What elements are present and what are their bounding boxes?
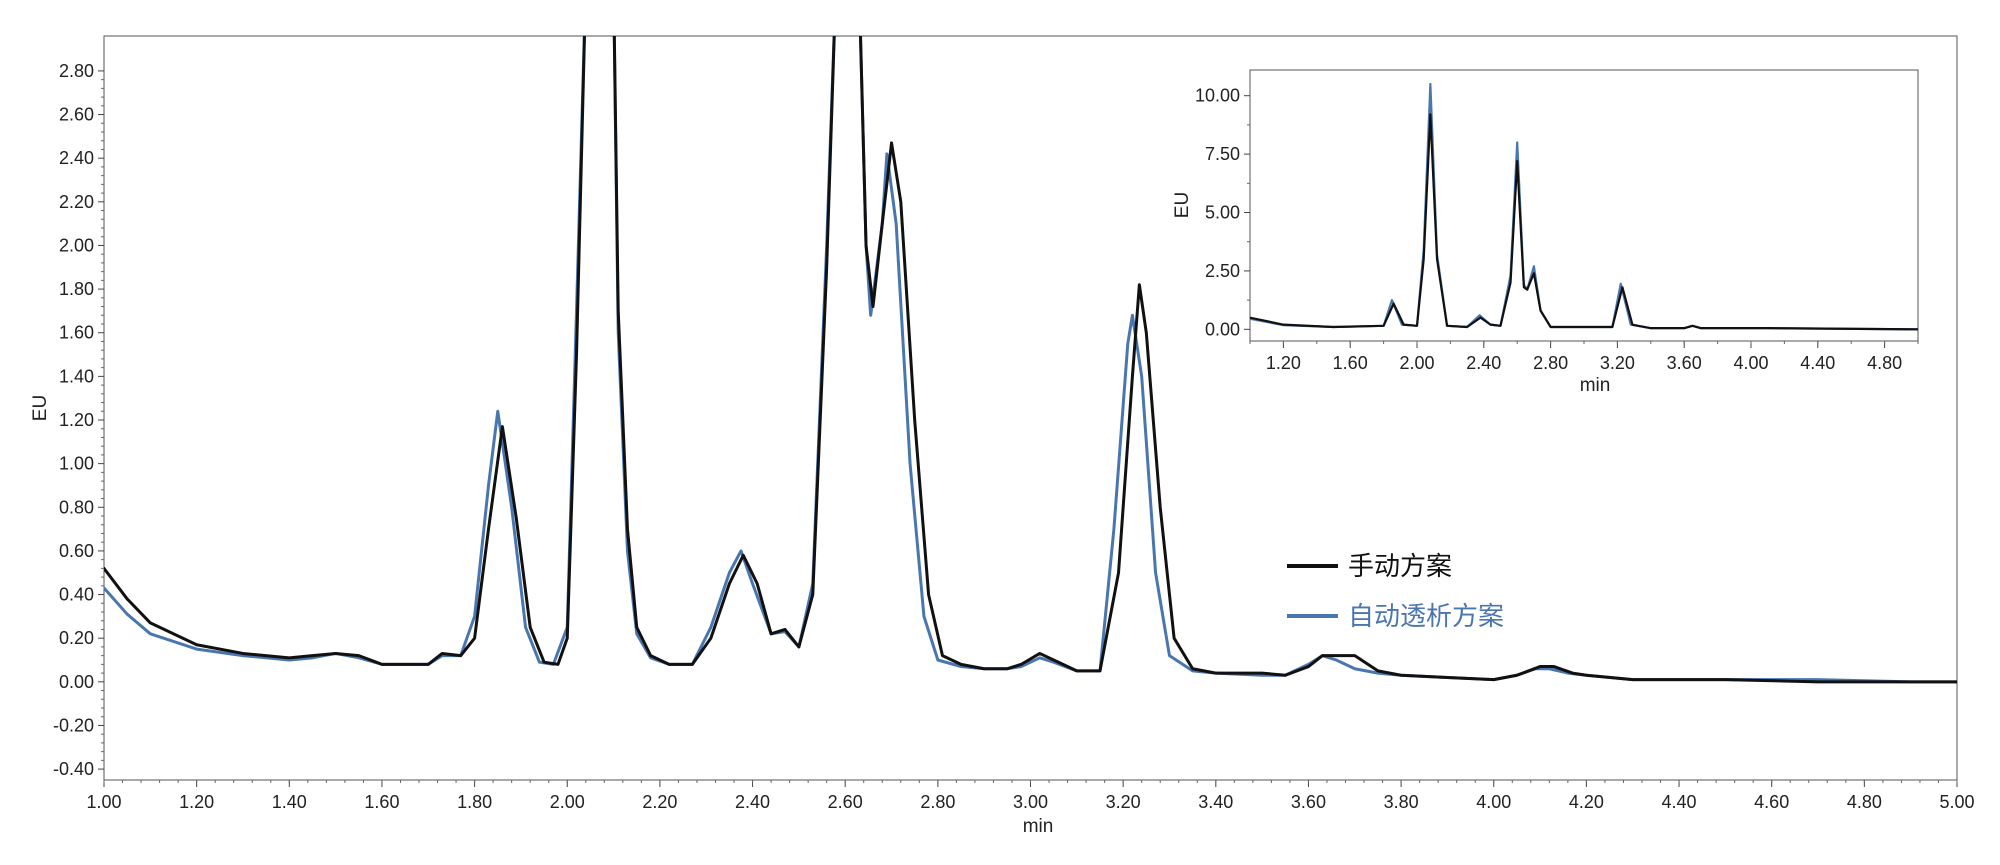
main-y-tick-label: -0.20 [53, 715, 94, 735]
main-series-line-auto [104, 36, 1957, 684]
main-x-tick-label: 4.80 [1847, 792, 1882, 812]
inset-y-axis-title: EU [1172, 192, 1193, 218]
main-x-tick-label: 1.40 [272, 792, 307, 812]
inset-x-tick-label: 3.60 [1667, 353, 1702, 373]
inset-x-tick-label: 2.40 [1466, 353, 1501, 373]
legend: 手动方案 自动透析方案 [1287, 552, 1504, 632]
main-y-tick-label: 1.20 [59, 410, 94, 430]
main-x-tick-label: 1.20 [179, 792, 214, 812]
main-x-tick-label: 2.80 [920, 792, 955, 812]
legend-label-auto: 自动透析方案 [1348, 602, 1504, 632]
main-y-tick-label: 1.00 [59, 454, 94, 474]
main-x-tick-label: 2.40 [735, 792, 770, 812]
main-x-tick-label: 4.60 [1754, 792, 1789, 812]
main-series-line-manual [104, 36, 1957, 684]
main-y-tick-label: 0.20 [59, 628, 94, 648]
main-x-tick-label: 3.80 [1384, 792, 1419, 812]
main-y-tick-label: 2.60 [59, 105, 94, 125]
main-y-tick-label: 2.00 [59, 235, 94, 255]
inset-x-tick-label: 4.00 [1733, 353, 1768, 373]
inset-series-group [1250, 82, 1918, 331]
main-series-group [104, 36, 1957, 684]
main-x-tick-label: 4.20 [1569, 792, 1604, 812]
main-y-axis: -0.40 -0.20 0.00 0.20 0.40 0.60 0.80 1.00 1.20 1.… [53, 61, 104, 779]
inset-x-tick-label: 4.40 [1800, 353, 1835, 373]
main-x-tick-label: 4.40 [1662, 792, 1697, 812]
main-y-tick-label: -0.40 [53, 759, 94, 779]
main-x-tick-label: 3.60 [1291, 792, 1326, 812]
inset-plot-frame [1249, 69, 1919, 342]
inset-y-tick-label: 2.50 [1205, 261, 1240, 281]
main-x-tick-label: 1.60 [364, 792, 399, 812]
main-y-axis-title: EU [30, 395, 51, 421]
inset-x-axis: 1.20 1.60 2.00 2.40 2.80 3.20 3.60 4.00 4.40 4.80 [1249, 341, 1919, 373]
inset-x-tick-label: 3.20 [1600, 353, 1635, 373]
inset-x-tick-label: 1.60 [1333, 353, 1368, 373]
main-x-axis: 1.00 1.20 1.40 1.60 1.80 2.00 2.20 2.40 2.60 2.80… [86, 780, 1975, 812]
main-y-tick-label: 1.80 [59, 279, 94, 299]
main-y-tick-label: 2.40 [59, 148, 94, 168]
inset-y-tick-label: 7.50 [1205, 144, 1240, 164]
inset-x-tick-label: 2.00 [1399, 353, 1434, 373]
main-x-tick-label: 3.40 [1198, 792, 1233, 812]
inset-series-line-manual [1250, 113, 1918, 331]
main-y-tick-label: 1.40 [59, 366, 94, 386]
main-x-tick-label: 4.00 [1476, 792, 1511, 812]
inset-x-tick-label: 4.80 [1867, 353, 1902, 373]
main-x-tick-label: 2.20 [642, 792, 677, 812]
main-plot: -0.40-0.200.000.200.400.600.801.001.201.… [30, 35, 1975, 837]
main-x-tick-label: 2.00 [550, 792, 585, 812]
main-y-tick-label: 0.00 [59, 672, 94, 692]
inset-y-axis: 0.00 2.50 5.00 7.50 10.00 [1195, 86, 1250, 339]
inset-x-tick-label: 1.20 [1266, 353, 1301, 373]
main-x-tick-label: 3.00 [1013, 792, 1048, 812]
main-x-axis-title: min [1023, 816, 1054, 837]
inset-x-axis-title: min [1580, 375, 1611, 396]
main-y-tick-label: 0.80 [59, 497, 94, 517]
inset-y-tick-label: 0.00 [1205, 319, 1240, 339]
inset-x-tick-label: 2.80 [1533, 353, 1568, 373]
main-y-tick-label: 1.60 [59, 323, 94, 343]
legend-label-manual: 手动方案 [1348, 552, 1452, 582]
main-x-tick-label: 1.00 [86, 792, 121, 812]
main-x-tick-label: 1.80 [457, 792, 492, 812]
inset-y-tick-label: 10.00 [1195, 86, 1240, 106]
inset-y-tick-label: 5.00 [1205, 203, 1240, 223]
main-y-tick-label: 2.20 [59, 192, 94, 212]
main-y-tick-label: 2.80 [59, 61, 94, 81]
main-y-tick-label: 0.60 [59, 541, 94, 561]
main-x-tick-label: 3.20 [1106, 792, 1141, 812]
inset-plot: 0.00 2.50 5.00 7.50 10.00 1.20 1.60 2.00 2.40 2.… [1172, 69, 1919, 396]
main-x-tick-label: 2.60 [828, 792, 863, 812]
main-x-tick-label: 5.00 [1939, 792, 1974, 812]
main-y-tick-label: 0.40 [59, 585, 94, 605]
